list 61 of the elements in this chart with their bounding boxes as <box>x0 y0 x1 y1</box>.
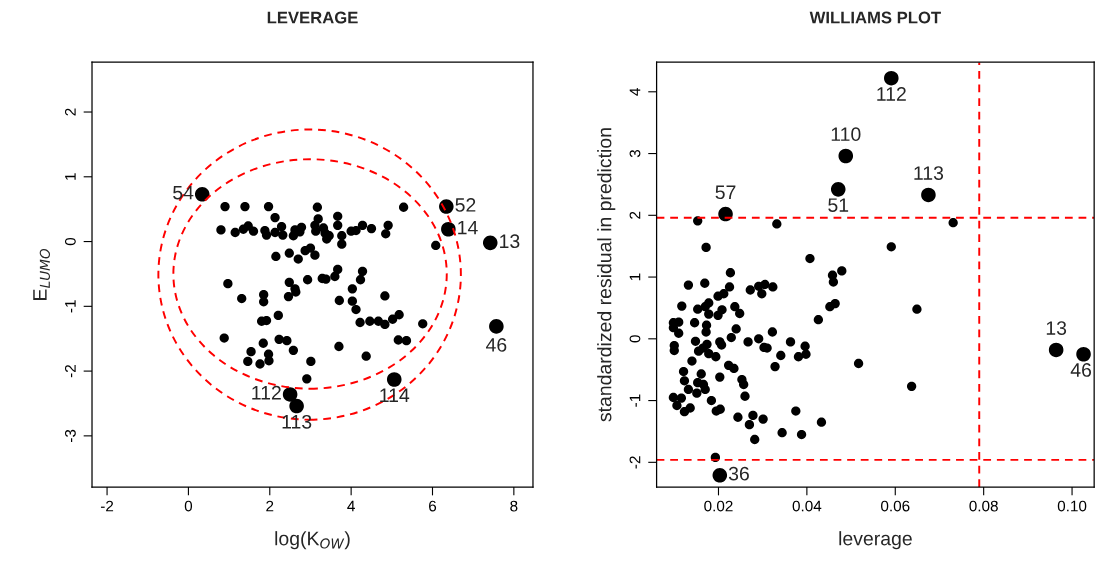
annotation: 113 <box>282 414 312 429</box>
y-tick-label: 1 <box>65 173 76 180</box>
annotation: 51 <box>828 198 849 212</box>
y-tick-label: 1 <box>629 273 641 281</box>
x-tick-label: 8 <box>510 500 518 512</box>
annotation: 14 <box>458 220 478 235</box>
annotation: 114 <box>380 388 410 402</box>
x-tick-label: 0 <box>184 500 193 512</box>
y-axis-title: E$_{LUMO}$ <box>33 248 50 300</box>
y-tick-label: 0 <box>64 237 76 246</box>
y-tick-label: 2 <box>64 108 76 116</box>
x-tick-label: 0.04 <box>792 500 822 512</box>
x-tick-label: 0.02 <box>704 500 733 512</box>
x-tick-label: 2 <box>266 500 274 512</box>
x-tick-label: 6 <box>429 500 437 512</box>
point <box>712 468 728 483</box>
annotation: 112 <box>252 385 281 400</box>
annotation: 57 <box>715 185 736 200</box>
y-tick-label: -3 <box>64 429 76 442</box>
annotation: 110 <box>831 127 861 142</box>
x-tick-label: 0.10 <box>1057 500 1087 512</box>
point <box>830 182 846 197</box>
y-tick-label: 0 <box>629 335 641 343</box>
y-tick-label: 2 <box>629 211 641 219</box>
point <box>921 187 936 203</box>
x-tick-label: -2 <box>100 500 114 512</box>
x-axis-title: leverage <box>839 531 912 550</box>
point <box>489 319 504 334</box>
chart-title: LEVERAGE <box>267 11 358 24</box>
point <box>282 387 298 402</box>
annotation: 46 <box>1070 363 1092 377</box>
annotation: 112 <box>877 87 906 101</box>
y-tick-label: -2 <box>629 456 641 469</box>
y-axis-title: standardized residual in prediction <box>597 128 616 422</box>
annotation: 52 <box>455 198 476 212</box>
point <box>289 398 304 414</box>
x-tick-label: 0.06 <box>881 500 910 512</box>
annotation: 113 <box>914 166 944 180</box>
y-tick-label: -1 <box>629 394 641 407</box>
annotation: 54 <box>173 185 194 200</box>
annotation: 46 <box>485 338 507 352</box>
annotation: 13 <box>1046 321 1067 335</box>
point <box>386 372 402 387</box>
y-tick-label: 3 <box>629 149 641 158</box>
point <box>441 221 456 237</box>
point <box>1076 346 1091 362</box>
y-tick-label: -1 <box>65 300 76 313</box>
point <box>194 186 210 202</box>
x-tick-label: 4 <box>347 500 355 512</box>
point <box>482 235 498 251</box>
x-axis-title: log(K$_{OW}$) <box>275 531 350 550</box>
x-tick-label: 0.08 <box>969 500 998 512</box>
y-tick-label: 4 <box>629 87 641 96</box>
point <box>1048 342 1064 358</box>
chart-title: WILLIAMS PLOT <box>809 11 941 24</box>
point <box>718 206 733 222</box>
point <box>884 70 899 86</box>
annotation: 36 <box>728 466 749 481</box>
point <box>838 148 854 164</box>
annotation: 13 <box>500 234 520 249</box>
y-tick-label: -2 <box>64 365 76 378</box>
